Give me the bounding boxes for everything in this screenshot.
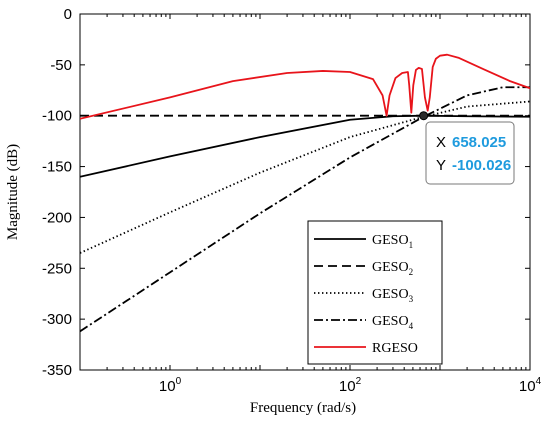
datatip-y-label: Y (436, 157, 446, 174)
datatip-x-value: 658.025 (452, 134, 506, 151)
y-axis-ticks: 0 -50 -100 -150 -200 -250 -300 -350 (42, 6, 530, 379)
datatip-x-label: X (436, 134, 446, 151)
legend-label-3: GESO3 (372, 287, 414, 304)
series-line-4 (80, 86, 530, 333)
legend-label-2: GESO2 (372, 260, 413, 277)
legend-label-1: GESO1 (372, 233, 413, 250)
y-tick-label: -200 (42, 209, 72, 226)
series-line-5 (80, 53, 530, 120)
y-tick-label: 0 (64, 6, 72, 23)
series-lines (80, 53, 530, 333)
datatip-y-value: -100.026 (452, 157, 511, 174)
x-tick-label: 104 (519, 376, 542, 395)
datatip[interactable]: X 658.025 Y -100.026 (425, 121, 515, 185)
legend-label-5: RGESO (372, 341, 418, 356)
x-axis-ticks: 100 102 104 (106, 14, 542, 395)
y-tick-label: -100 (42, 108, 72, 125)
y-tick-label: -350 (42, 362, 72, 379)
y-axis-label: Magnitude (dB) (5, 144, 21, 240)
y-tick-label: -300 (42, 311, 72, 328)
plot-area (79, 13, 531, 371)
legend-label-4: GESO4 (372, 314, 414, 331)
datatip-marker (419, 111, 429, 121)
y-tick-label: -150 (42, 159, 72, 176)
datatip-box (425, 121, 515, 185)
x-axis-label: Frequency (rad/s) (250, 400, 356, 416)
legend: GESO1 GESO2 GESO3 GESO4 RGESO (307, 220, 443, 365)
y-tick-label: -250 (42, 260, 72, 277)
x-tick-label: 102 (339, 376, 362, 395)
x-tick-label: 100 (159, 376, 182, 395)
y-tick-label: -50 (50, 57, 72, 74)
